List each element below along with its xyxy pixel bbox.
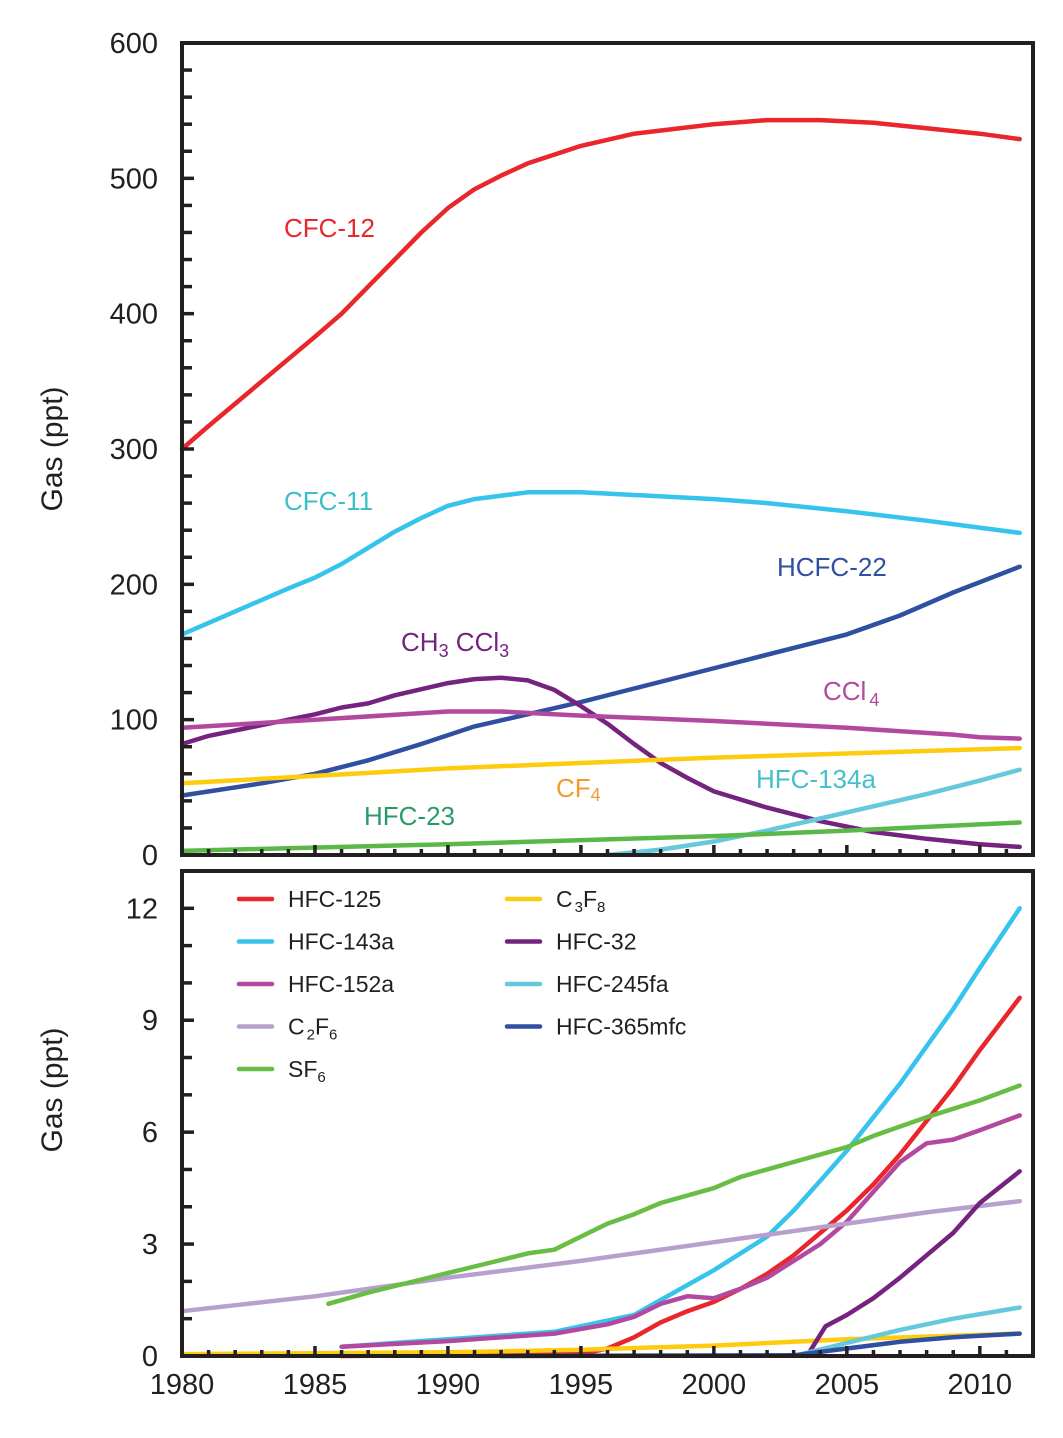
series-line-hfc-143a — [339, 906, 1022, 1349]
label-cfc-11: CFC-11 — [284, 486, 373, 516]
label-ch3ccl3-sub2: 3 — [499, 641, 509, 661]
bottom-panel-frame — [180, 869, 1035, 1358]
x-tick-label: 1985 — [283, 1369, 348, 1401]
label-ch3ccl3-main: CH — [401, 627, 439, 657]
bottom-panel: 0 3 6 9 12 1980 1985 1990 1995 2000 2005 2010 Gas … — [36, 869, 1035, 1401]
legend-label-sub: 3 — [575, 899, 583, 916]
label-cf4-sub: 4 — [591, 785, 601, 805]
series-line-cfc-11 — [179, 490, 1022, 637]
series-line-hfc-32 — [804, 1169, 1022, 1359]
top-y-axis-title: Gas (ppt) — [36, 386, 69, 511]
bottom-y-tick-label: 3 — [142, 1229, 158, 1261]
top-panel-frame — [180, 41, 1035, 857]
top-y-tick-label: 400 — [110, 299, 158, 331]
legend-item-hfc-245fa: HFC-245fa — [504, 971, 669, 997]
series-line-hfc-134a — [605, 767, 1022, 858]
x-tick-label: 2010 — [948, 1369, 1013, 1401]
label-hfc-134a: HFC-134a — [756, 764, 876, 794]
legend-label: HFC-143a — [288, 929, 394, 955]
top-y-tick-label: 600 — [110, 28, 158, 60]
top-y-tick-label: 300 — [110, 434, 158, 466]
series-line-hcfc-22 — [179, 564, 1022, 798]
legend-item-c3f8: C 3F8 — [504, 886, 605, 916]
legend-label-main: C — [288, 1014, 305, 1040]
label-cfc-12: CFC-12 — [284, 213, 375, 243]
legend-label: HFC-32 — [556, 929, 637, 955]
label-ch3ccl3-sub1: 3 — [439, 641, 449, 661]
legend-item-c2f6: C 2F6 — [236, 1014, 337, 1044]
label-ccl4-sub: 4 — [869, 690, 879, 710]
legend-label-main: C — [556, 886, 573, 912]
series-line-ccl4 — [179, 709, 1022, 741]
top-y-tick-label: 100 — [110, 705, 158, 737]
label-hcfc-22: HCFC-22 — [777, 552, 887, 582]
series-line-cf4 — [179, 745, 1022, 786]
bottom-y-tick-label: 6 — [142, 1117, 158, 1149]
legend-label-mid: F — [583, 886, 597, 912]
x-tick-label: 2005 — [815, 1369, 880, 1401]
series-line-hfc-152a — [339, 1113, 1022, 1349]
x-tick-label: 1980 — [150, 1369, 215, 1401]
legend-item-sf6: SF6 — [236, 1056, 326, 1086]
series-line-ch3ccl3 — [179, 675, 1022, 850]
label-cf4: CF4 — [556, 773, 601, 805]
label-ccl4-main: CCl — [823, 676, 866, 706]
top-y-tick-labels: 0 100 200 300 400 500 600 — [110, 28, 158, 872]
label-ch3ccl3: CH3 CCl3 — [401, 627, 509, 661]
bottom-y-tick-label: 12 — [126, 893, 158, 925]
top-y-tick-label: 0 — [142, 840, 158, 872]
label-ch3ccl3-mid: CCl — [449, 627, 500, 657]
legend-item-hfc-152a: HFC-152a — [236, 971, 394, 997]
series-line-hfc-125 — [339, 995, 1022, 1359]
x-tick-label: 1990 — [416, 1369, 481, 1401]
top-y-tick-label: 200 — [110, 569, 158, 601]
legend-label-sub: 8 — [597, 899, 605, 916]
legend-label: SF6 — [288, 1056, 326, 1086]
x-tick-label: 2000 — [682, 1369, 747, 1401]
legend-label-main: SF — [288, 1056, 317, 1082]
legend-label: HFC-152a — [288, 971, 394, 997]
label-ccl4: CCl 4 — [823, 676, 879, 710]
legend-item-hfc-32: HFC-32 — [504, 929, 637, 955]
legend-item-hfc-365mfc: HFC-365mfc — [504, 1014, 686, 1040]
legend-label: HFC-245fa — [556, 971, 669, 997]
bottom-x-tick-labels: 1980 1985 1990 1995 2000 2005 2010 — [150, 1369, 1012, 1401]
bottom-y-tick-label: 0 — [142, 1341, 158, 1373]
legend-label-sub: 6 — [329, 1027, 337, 1044]
legend-label: HFC-365mfc — [556, 1014, 686, 1040]
top-y-tick-label: 500 — [110, 163, 158, 195]
bottom-y-tick-labels: 0 3 6 9 12 — [126, 893, 158, 1373]
legend-label: C 2F6 — [288, 1014, 337, 1044]
legend-label-mid: F — [315, 1014, 329, 1040]
top-series-group — [179, 117, 1022, 858]
series-line-cfc-12 — [179, 117, 1022, 452]
legend-label: C 3F8 — [556, 886, 605, 916]
legend-item-hfc-143a: HFC-143a — [236, 929, 394, 955]
top-axis-ticks — [182, 68, 1009, 855]
x-tick-label: 1995 — [549, 1369, 614, 1401]
bottom-y-tick-label: 9 — [142, 1005, 158, 1037]
series-line-hfc-23 — [179, 820, 1022, 854]
legend-label-sub: 2 — [307, 1027, 315, 1044]
label-cf4-main: CF — [556, 773, 591, 803]
legend-item-hfc-125: HFC-125 — [236, 886, 381, 912]
legend-label-sub: 6 — [317, 1069, 325, 1086]
series-line-hfc-245fa — [791, 1305, 1022, 1359]
series-line-sf6 — [326, 1083, 1022, 1307]
bottom-y-axis-title: Gas (ppt) — [36, 1027, 69, 1152]
legend-label: HFC-125 — [288, 886, 381, 912]
series-line-c2f6 — [179, 1198, 1022, 1314]
label-hfc-23: HFC-23 — [364, 801, 455, 831]
